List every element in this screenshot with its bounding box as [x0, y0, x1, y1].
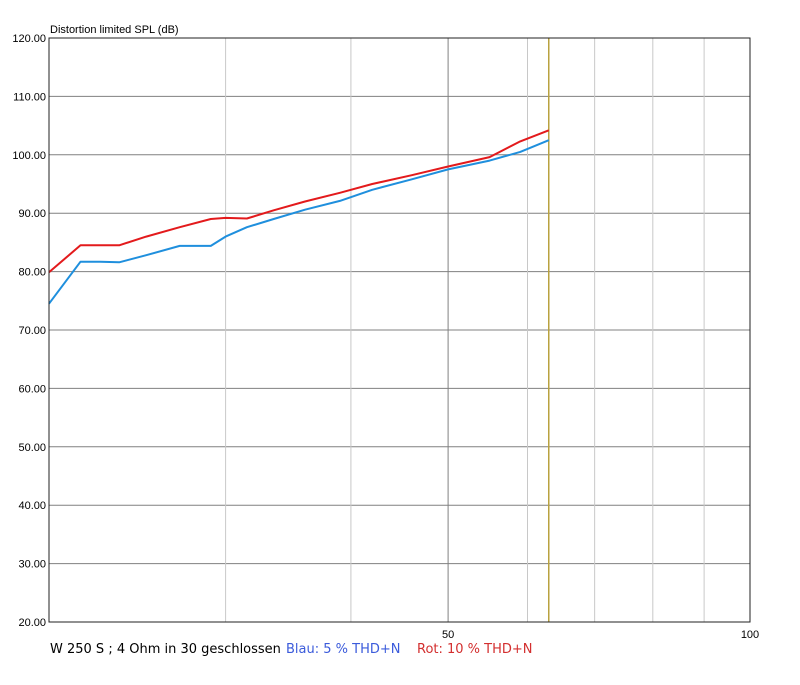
- x-tick-label: 100: [741, 629, 759, 640]
- y-tick-label: 50.00: [18, 442, 46, 454]
- chart-title: Distortion limited SPL (dB): [50, 24, 179, 36]
- x-tick-label: 50: [442, 629, 454, 640]
- plot-frame: [48, 37, 751, 623]
- y-tick-label: 110.00: [13, 91, 46, 103]
- y-tick-label: 70.00: [18, 325, 46, 337]
- y-tick-label: 120.00: [12, 33, 46, 45]
- y-tick-label: 100.00: [12, 150, 46, 162]
- legend-red-label: Rot: 10 % THD+N: [417, 642, 533, 657]
- y-tick-labels: 20.00 30.00 40.00 50.00 60.00 70.00 80.00 90.00…: [12, 33, 46, 629]
- spl-chart: Distortion limited SPL (dB) 20.00 30.00 40…: [12, 24, 759, 640]
- y-tick-label: 30.00: [18, 559, 46, 571]
- y-tick-label: 90.00: [18, 208, 46, 220]
- chart-caption: W 250 S ; 4 Ohm in 30 geschlossen: [50, 642, 281, 657]
- x-tick-labels: 50 100: [442, 629, 759, 640]
- y-tick-label: 40.00: [18, 500, 46, 512]
- y-tick-label: 60.00: [18, 383, 46, 395]
- series-red-10pct-line: [48, 129, 550, 273]
- y-tick-label: 20.00: [18, 617, 46, 629]
- series-blue-5pct-line: [48, 139, 550, 305]
- y-tick-label: 80.00: [18, 267, 46, 279]
- grid-lines: [49, 37, 750, 623]
- legend-blue-label: Blau: 5 % THD+N: [286, 642, 401, 657]
- series-lines: [48, 129, 550, 305]
